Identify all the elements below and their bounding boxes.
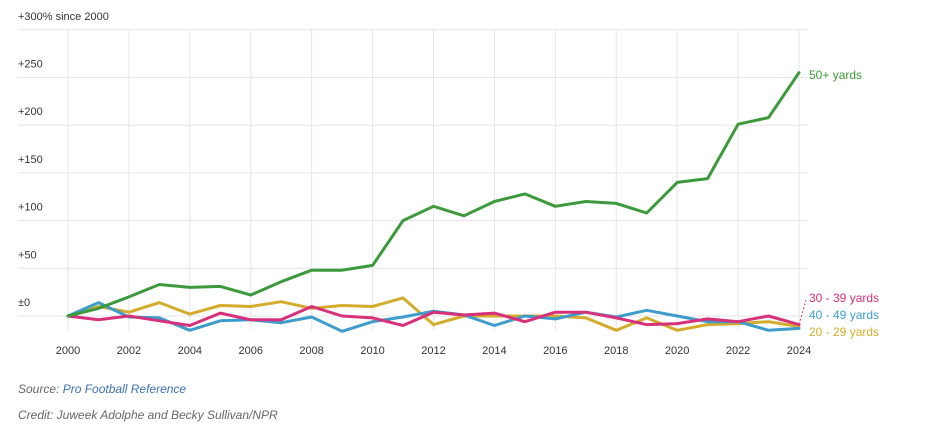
x-tick-label: 2020 — [665, 345, 689, 357]
grid — [18, 29, 808, 331]
y-tick-label: +250 — [18, 59, 43, 71]
x-tick-label: 2004 — [178, 345, 202, 357]
x-tick-label: 2016 — [543, 345, 567, 357]
x-tick-label: 2014 — [482, 345, 506, 357]
x-tick-label: 2000 — [56, 345, 80, 357]
y-tick-label: +300% since 2000 — [18, 11, 109, 23]
source-link[interactable]: Pro Football Reference — [62, 382, 187, 396]
series-line-20-29-yards — [66, 296, 801, 332]
y-tick-label: +150 — [18, 154, 43, 166]
y-tick-label: +50 — [18, 249, 37, 261]
series-line-30-39-yards — [66, 305, 801, 327]
y-axis: +300% since 2000 +250 +200 +150 +100 +50 ±0 — [18, 11, 109, 309]
source-note: Source: Pro Football Reference — [18, 382, 186, 396]
x-tick-label: 2024 — [787, 345, 811, 357]
source-label: Source: — [18, 382, 63, 396]
x-tick-label: 2002 — [117, 345, 141, 357]
x-tick-label: 2006 — [239, 345, 263, 357]
y-tick-label: +200 — [18, 106, 43, 118]
series-labels: 50+ yards 30 - 39 yards 40 - 49 yards 20 - … — [798, 68, 879, 339]
series-label: 30 - 39 yards — [809, 291, 879, 305]
x-tick-label: 2008 — [299, 345, 323, 357]
x-tick-label: 2012 — [421, 345, 445, 357]
series-lines — [66, 71, 801, 333]
credit-note: Credit: Juweek Adolphe and Becky Sulliva… — [18, 408, 278, 422]
series-label: 40 - 49 yards — [809, 308, 879, 322]
x-axis: 2000 2002 2004 2006 2008 2010 2012 2014 2016 2018… — [56, 345, 811, 357]
label-connector — [798, 299, 807, 325]
x-tick-label: 2022 — [726, 345, 750, 357]
series-label: 50+ yards — [809, 68, 862, 82]
x-tick-label: 2018 — [604, 345, 628, 357]
x-tick-label: 2010 — [360, 345, 384, 357]
y-tick-label: ±0 — [18, 297, 30, 309]
series-line-50-yards — [66, 71, 801, 318]
y-tick-label: +100 — [18, 202, 43, 214]
line-chart: +300% since 2000 +250 +200 +150 +100 +50 ±0 20… — [18, 11, 879, 357]
series-label: 20 - 29 yards — [809, 325, 879, 339]
